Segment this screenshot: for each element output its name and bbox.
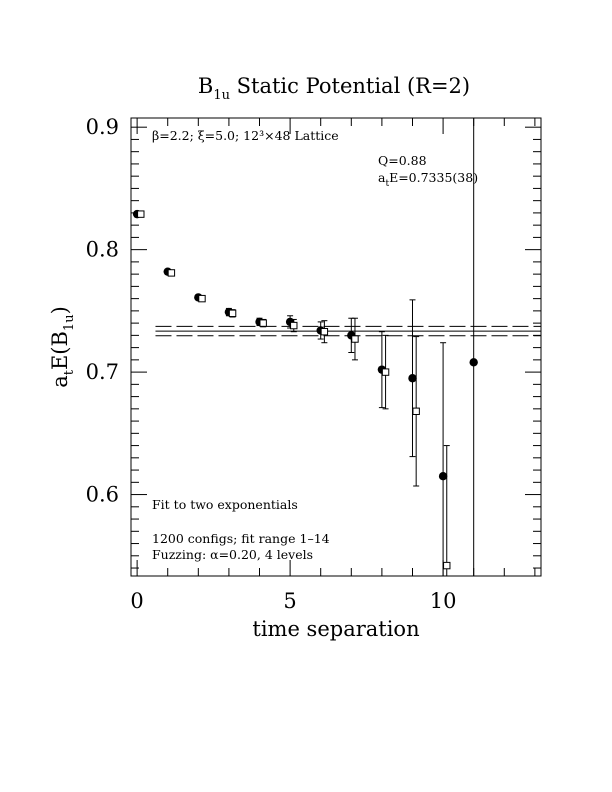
fit-note: Fit to two exponentials [152, 497, 298, 512]
data-point [469, 358, 478, 367]
fuzzing-note: Fuzzing: α=0.20, 4 levels [152, 547, 313, 562]
data-point [259, 319, 267, 327]
data-point [443, 561, 451, 570]
data-series [132, 118, 478, 576]
ylabel-mid: E(B [48, 331, 72, 370]
plot-frame [130, 117, 542, 577]
ylabel-b-subscript: 1u [62, 314, 77, 331]
series-open-squares [137, 210, 451, 576]
data-point [381, 368, 390, 376]
q-value-label: Q=0.88 [378, 153, 427, 168]
y-tick-label: 0.8 [86, 238, 119, 262]
energy-prefix: a [378, 170, 386, 185]
data-point [320, 327, 329, 336]
x-tick-label: 10 [430, 589, 457, 613]
y-tick-label: 0.9 [86, 115, 119, 139]
ylabel-a-subscript: t [62, 369, 77, 375]
ylabel-end: ) [48, 306, 72, 314]
energy-label: atE=0.7335(38) [378, 170, 478, 189]
y-tick-label: 0.7 [86, 360, 119, 384]
tick-labels: 0 5 10 0.6 0.7 0.8 0.9 [86, 115, 457, 613]
data-point [228, 309, 237, 318]
configs-note: 1200 configs; fit range 1–14 [152, 531, 330, 546]
y-axis-label: atE(B1u) [48, 306, 77, 388]
data-point [198, 294, 206, 303]
data-point [137, 210, 145, 218]
title-main: B [198, 74, 213, 98]
energy-value: E=0.7335(38) [389, 170, 478, 185]
data-point [167, 269, 176, 277]
ylabel-a: a [48, 375, 72, 388]
data-point [351, 335, 359, 343]
x-axis-label: time separation [252, 617, 419, 641]
x-tick-label: 0 [130, 589, 143, 613]
data-point [290, 321, 298, 330]
chart-title: B1u Static Potential (R=2) [198, 74, 470, 103]
title-subscript: 1u [213, 88, 230, 103]
data-point [408, 374, 417, 383]
x-tick-label: 5 [283, 589, 296, 613]
lattice-info: β=2.2; ξ=5.0; 12³×48 Lattice [152, 128, 339, 143]
y-tick-label: 0.6 [86, 483, 119, 507]
energy-subscript: t [385, 179, 389, 189]
axis-ticks [131, 118, 541, 576]
title-rest: Static Potential (R=2) [230, 74, 470, 98]
data-point [438, 471, 448, 481]
data-point [412, 407, 420, 415]
